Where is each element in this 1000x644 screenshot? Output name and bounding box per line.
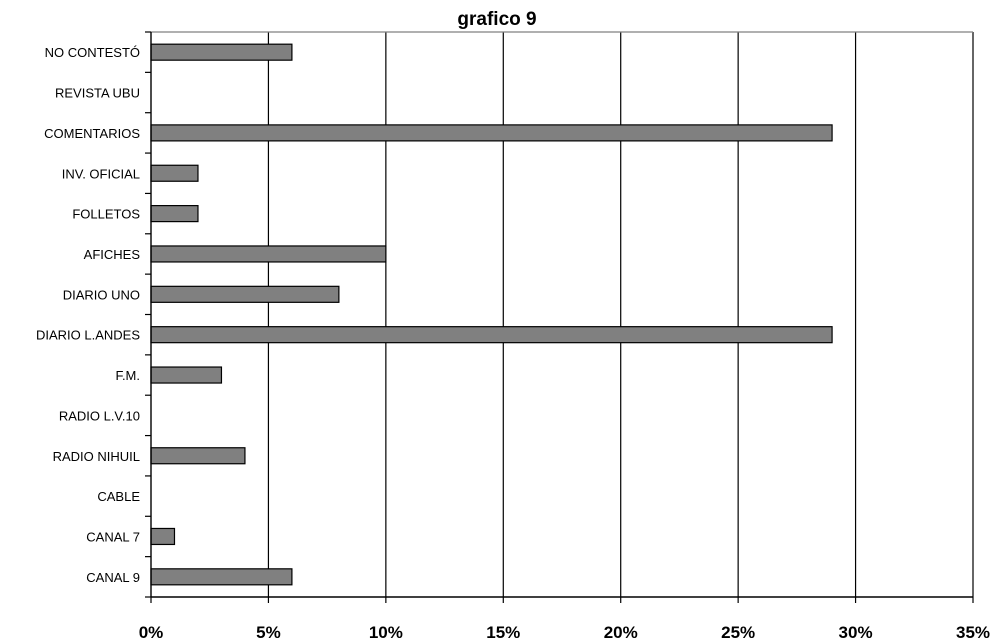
- category-label: CANAL 9: [86, 570, 140, 585]
- chart-title: grafico 9: [457, 9, 536, 30]
- category-label: REVISTA UBU: [55, 86, 140, 101]
- axes: [145, 31, 974, 603]
- category-label: F.M.: [115, 368, 140, 383]
- bar: [150, 164, 199, 182]
- category-label: AFICHES: [84, 247, 141, 262]
- category-label: COMENTARIOS: [44, 126, 140, 141]
- x-tick-label: 10%: [369, 623, 403, 642]
- bars: [150, 43, 833, 586]
- x-tick-label: 25%: [721, 623, 755, 642]
- x-tick-label: 0%: [139, 623, 164, 642]
- bar: [150, 245, 387, 263]
- category-label: INV. OFICIAL: [62, 166, 140, 181]
- bar: [150, 366, 223, 384]
- category-label: DIARIO UNO: [63, 287, 140, 302]
- x-tick-label: 35%: [956, 623, 990, 642]
- x-tick-label: 30%: [839, 623, 873, 642]
- category-label: CABLE: [97, 489, 140, 504]
- category-labels: NO CONTESTÓ REVISTA UBU COMENTARIOS INV. OF…: [36, 45, 140, 585]
- category-label: FOLLETOS: [72, 207, 140, 222]
- category-label: CANAL 7: [86, 529, 140, 544]
- bar: [150, 205, 199, 223]
- bar: [150, 326, 833, 344]
- category-label: RADIO L.V.10: [59, 408, 140, 423]
- category-label: DIARIO L.ANDES: [36, 328, 140, 343]
- gridlines: [267, 32, 974, 597]
- bar: [150, 568, 293, 586]
- bar: [150, 285, 340, 303]
- bar: [150, 447, 246, 465]
- category-label: RADIO NIHUIL: [53, 449, 140, 464]
- x-tick-label: 5%: [256, 623, 281, 642]
- bar: [150, 43, 293, 61]
- tick-labels: 0% 5% 10% 15% 20% 25% 30% 35%: [139, 623, 990, 642]
- bar: [150, 124, 833, 142]
- bar: [150, 527, 176, 546]
- category-label: NO CONTESTÓ: [45, 45, 140, 60]
- x-tick-label: 15%: [486, 623, 520, 642]
- x-tick-label: 20%: [604, 623, 638, 642]
